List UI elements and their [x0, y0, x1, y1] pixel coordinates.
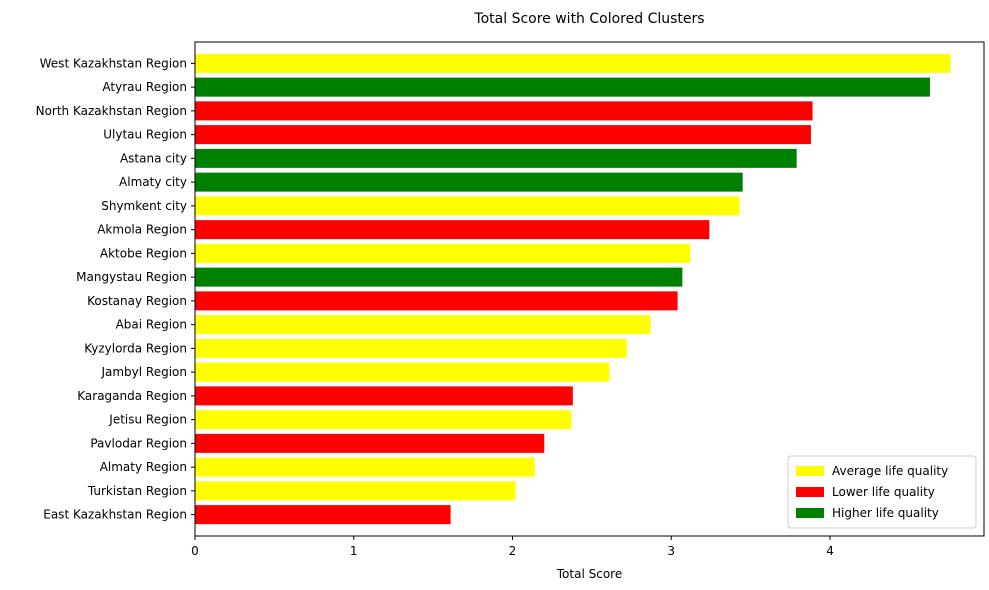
- bar-ulytau-region: [195, 125, 811, 145]
- bar-almaty-region: [195, 457, 535, 477]
- y-tick-label: Astana city: [120, 151, 187, 165]
- bar-turkistan-region: [195, 481, 516, 501]
- bar-east-kazakhstan-region: [195, 505, 451, 525]
- x-tick-label: 2: [509, 544, 517, 558]
- y-tick-label: Atyrau Region: [102, 80, 187, 94]
- x-tick-label: 1: [350, 544, 358, 558]
- y-tick-label: East Kazakhstan Region: [43, 508, 187, 522]
- x-tick-label: 4: [826, 544, 834, 558]
- bar-kyzylorda-region: [195, 338, 627, 358]
- x-axis-label: Total Score: [556, 567, 622, 581]
- bar-pavlodar-region: [195, 433, 545, 453]
- bar-abai-region: [195, 315, 651, 335]
- bar-west-kazakhstan-region: [195, 53, 951, 73]
- y-tick-label: Kyzylorda Region: [84, 341, 187, 355]
- plot-frame: [194, 41, 985, 537]
- y-tick-label: Pavlodar Region: [90, 436, 187, 450]
- bar-jetisu-region: [195, 410, 572, 430]
- y-tick-label: Akmola Region: [97, 223, 187, 237]
- bar-astana-city: [195, 148, 797, 168]
- legend-swatch: [796, 487, 824, 497]
- bar-karaganda-region: [195, 386, 573, 406]
- chart-title: Total Score with Colored Clusters: [473, 11, 704, 27]
- bar-shymkent-city: [195, 196, 740, 216]
- y-tick-label: Almaty city: [119, 175, 187, 189]
- y-tick-label: Almaty Region: [100, 460, 187, 474]
- y-tick-label: Karaganda Region: [77, 389, 187, 403]
- bars-group: [195, 53, 951, 525]
- y-tick-label: Mangystau Region: [76, 270, 187, 284]
- bar-jambyl-region: [195, 362, 610, 382]
- y-tick-label: Turkistan Region: [87, 484, 187, 498]
- y-tick-label: Jetisu Region: [108, 413, 187, 427]
- x-tick-labels: 0 1 2 3 4: [191, 536, 834, 558]
- bar-mangystau-region: [195, 267, 683, 287]
- legend: Average life quality Lower life quality Hi…: [787, 455, 977, 529]
- y-tick-label: Ulytau Region: [103, 128, 187, 142]
- legend-swatch: [796, 466, 824, 476]
- y-tick-label: Jambyl Region: [100, 365, 187, 379]
- legend-label: Average life quality: [832, 464, 948, 478]
- bar-kostanay-region: [195, 291, 678, 311]
- bar-aktobe-region: [195, 243, 691, 263]
- bar-almaty-city: [195, 172, 743, 192]
- legend-label: Higher life quality: [832, 506, 939, 520]
- y-tick-label: North Kazakhstan Region: [36, 104, 187, 118]
- legend-label: Lower life quality: [832, 485, 935, 499]
- legend-swatch: [796, 508, 824, 518]
- y-tick-label: Aktobe Region: [100, 246, 187, 260]
- y-tick-label: Kostanay Region: [87, 294, 187, 308]
- y-tick-labels: West Kazakhstan Region Atyrau Region North…: [36, 56, 195, 522]
- x-tick-label: 0: [191, 544, 199, 558]
- x-tick-label: 3: [667, 544, 675, 558]
- y-tick-label: Abai Region: [116, 318, 187, 332]
- bar-akmola-region: [195, 220, 710, 240]
- bar-north-kazakhstan-region: [195, 101, 813, 121]
- y-tick-label: West Kazakhstan Region: [40, 56, 187, 70]
- bar-atyrau-region: [195, 77, 931, 97]
- y-tick-label: Shymkent city: [101, 199, 187, 213]
- legend-box: [787, 455, 977, 529]
